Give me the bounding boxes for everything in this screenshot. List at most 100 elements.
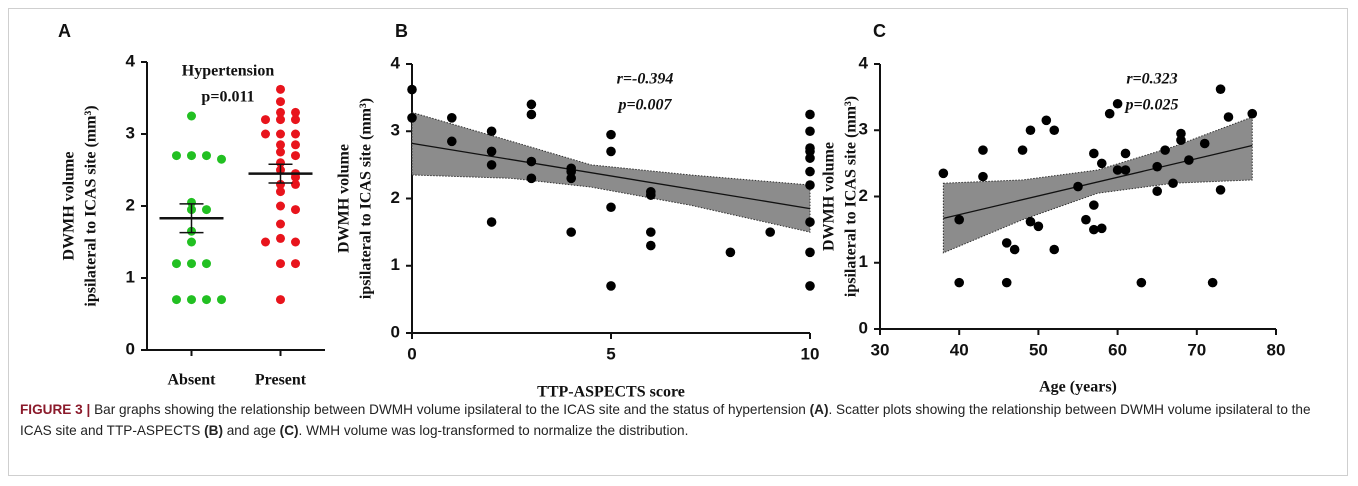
point <box>1089 224 1099 235</box>
caption-text: . Scatter plots showing the relationship… <box>20 402 1311 438</box>
x-tick-label: 50 <box>1029 340 1048 359</box>
point <box>407 113 417 123</box>
point <box>1215 84 1226 94</box>
y-axis-label: DWMH volume <box>61 152 78 261</box>
x-tick-label: 70 <box>1187 340 1206 359</box>
y-tick-label: 0 <box>391 322 400 341</box>
point <box>1120 165 1131 175</box>
point <box>187 259 196 269</box>
point <box>1089 200 1099 210</box>
point <box>187 111 196 121</box>
point <box>202 151 211 161</box>
y-tick-label: 0 <box>859 318 868 337</box>
confidence-band <box>942 116 1253 254</box>
confidence-band <box>411 111 811 233</box>
y-tick-label: 1 <box>391 255 400 274</box>
point <box>1223 112 1234 122</box>
annotation: p=0.025 <box>1123 97 1178 114</box>
figure-frame <box>8 8 1348 476</box>
panel-letter: C <box>873 21 886 41</box>
point <box>291 259 300 269</box>
point <box>187 197 196 207</box>
point <box>805 281 815 291</box>
x-axis-label: TTP-ASPECTS score <box>537 384 685 400</box>
point <box>1199 138 1210 149</box>
point <box>291 115 300 125</box>
point <box>291 205 300 215</box>
point <box>566 173 576 184</box>
fit-line <box>943 144 1253 219</box>
error-bar <box>268 163 293 184</box>
point <box>1215 185 1226 195</box>
point <box>202 205 211 215</box>
point <box>1184 155 1194 165</box>
point <box>187 151 196 161</box>
point <box>805 180 815 190</box>
y-tick-label: 4 <box>391 53 401 72</box>
point <box>606 281 616 291</box>
point <box>276 107 285 117</box>
point <box>447 136 457 147</box>
point <box>646 240 656 251</box>
point <box>1001 277 1012 288</box>
point <box>276 295 285 305</box>
x-axis-label: Age (years) <box>1039 379 1117 396</box>
caption-ref: (B) <box>204 423 223 438</box>
x-tick-label: 80 <box>1267 340 1286 359</box>
caption-label: FIGURE 3 | <box>20 402 91 417</box>
point <box>1176 128 1186 139</box>
x-tick-label: Present <box>255 372 307 389</box>
point <box>1081 214 1091 225</box>
caption: FIGURE 3 | Bar graphs showing the relati… <box>20 399 1340 441</box>
y-axis-label: ipsilateral to ICAS site (mm³) <box>83 105 100 306</box>
point <box>486 160 497 170</box>
point <box>486 217 497 227</box>
point <box>1247 108 1258 119</box>
point <box>1176 135 1186 145</box>
point <box>805 146 815 157</box>
point <box>276 129 285 139</box>
point <box>276 219 285 229</box>
point <box>1112 98 1123 109</box>
point <box>276 179 285 189</box>
point <box>1152 161 1162 172</box>
point <box>291 140 300 150</box>
y-axis-label: ipsilateral to ICAS site (mm³) <box>358 98 375 299</box>
panel-title: Hypertension <box>182 63 275 80</box>
point <box>646 190 656 200</box>
point <box>276 233 285 243</box>
x-tick-label: 10 <box>801 344 820 363</box>
point <box>1001 238 1012 248</box>
point <box>291 151 300 161</box>
point <box>1089 148 1099 159</box>
point <box>1033 221 1044 232</box>
y-tick-label: 1 <box>126 267 135 286</box>
point <box>276 115 285 125</box>
point <box>1096 223 1107 234</box>
y-axis-label: ipsilateral to ICAS site (mm³) <box>843 96 860 297</box>
point <box>1112 165 1123 175</box>
y-axis-label: DWMH volume <box>336 144 353 253</box>
point <box>526 156 537 167</box>
y-tick-label: 2 <box>391 188 400 207</box>
point <box>1049 125 1060 136</box>
point <box>566 227 576 237</box>
point <box>261 115 270 125</box>
point <box>187 237 196 247</box>
point <box>765 227 775 237</box>
point <box>187 295 196 305</box>
x-tick-label: 60 <box>1108 340 1127 359</box>
annotation: p=0.011 <box>201 89 254 106</box>
point <box>276 84 285 94</box>
x-tick-label: 5 <box>606 344 615 363</box>
point <box>1025 216 1036 227</box>
point <box>725 247 736 258</box>
point <box>172 151 181 161</box>
point <box>291 129 300 139</box>
y-tick-label: 2 <box>859 186 868 205</box>
point <box>1120 148 1131 159</box>
point <box>1207 277 1218 288</box>
point <box>486 126 497 137</box>
point <box>805 217 815 227</box>
point <box>646 227 656 237</box>
